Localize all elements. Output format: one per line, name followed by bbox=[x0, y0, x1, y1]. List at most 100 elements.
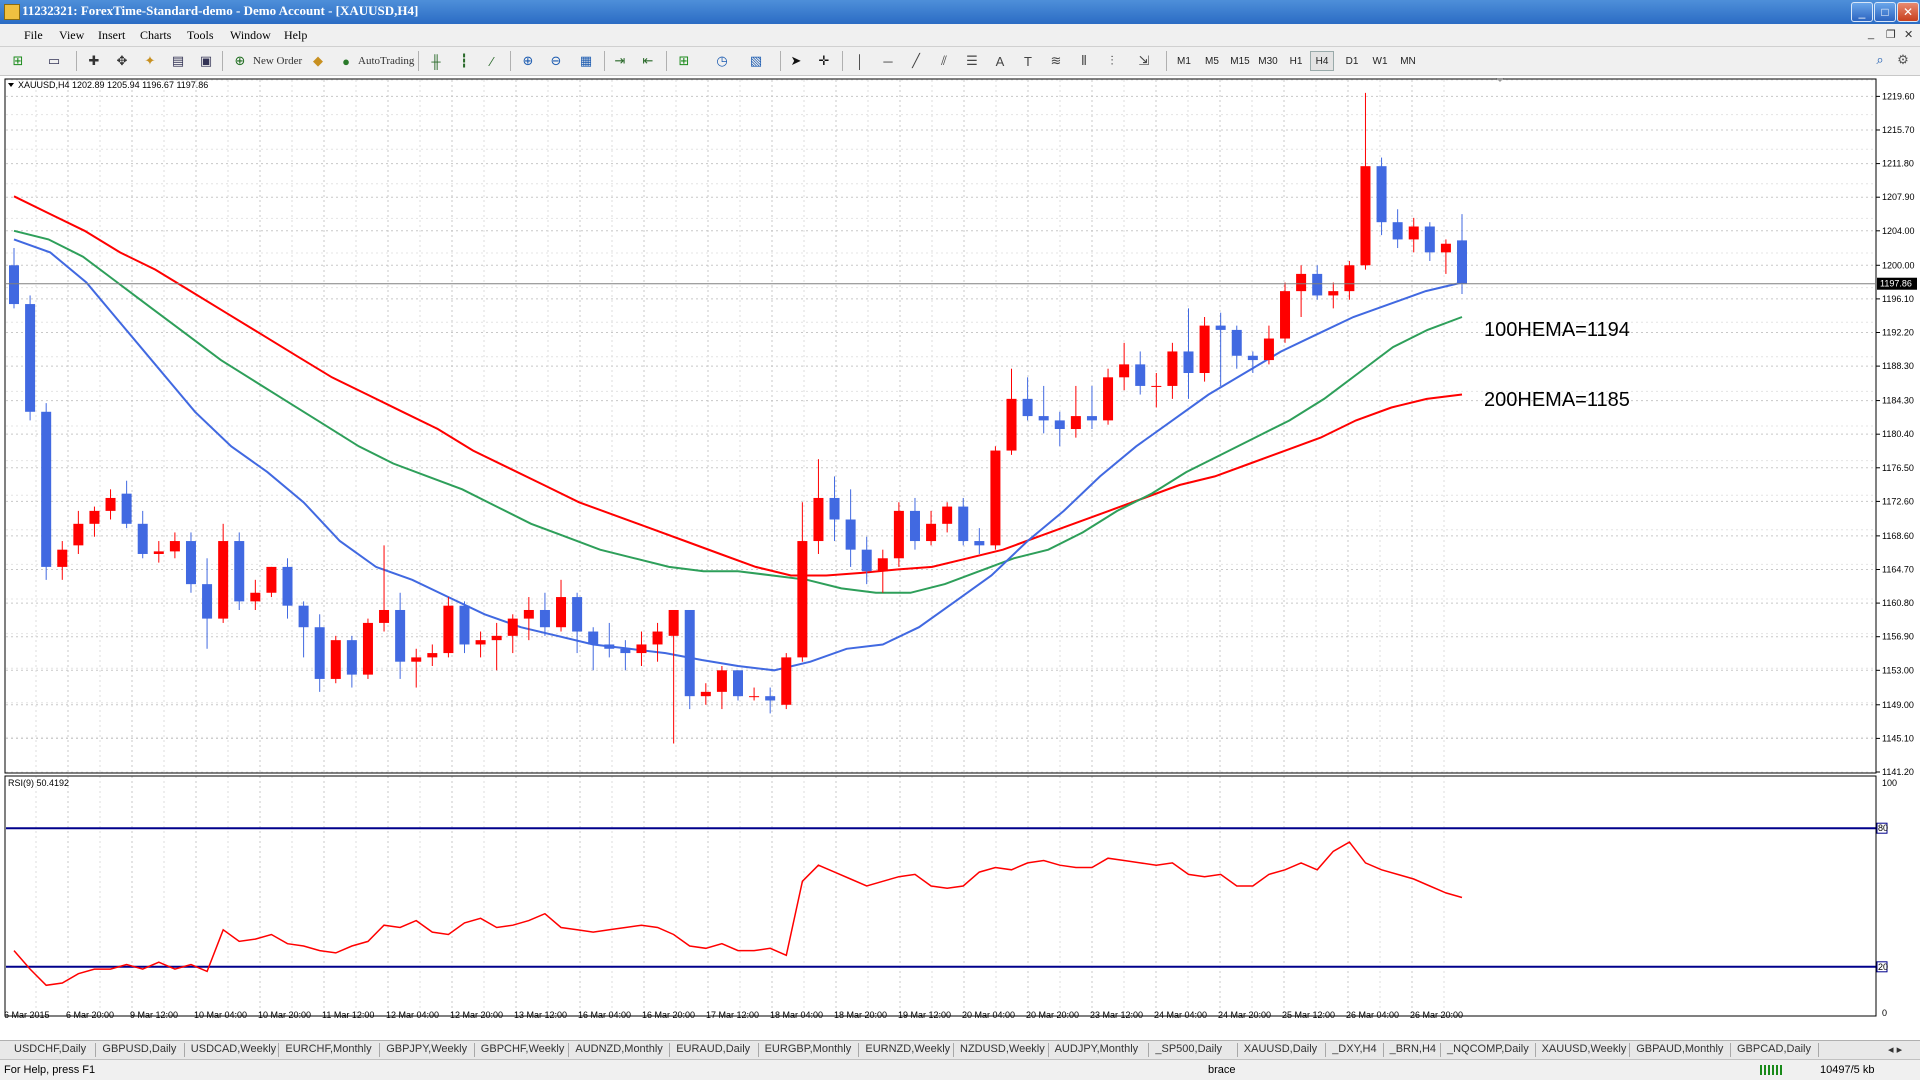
new-chart-icon[interactable]: ⊞ bbox=[12, 53, 24, 68]
chart-shift-icon[interactable]: ⇤ bbox=[642, 53, 654, 68]
tab-divider bbox=[95, 1043, 97, 1057]
new-order-button[interactable]: New Order bbox=[253, 55, 303, 67]
tile-windows-icon[interactable]: ▦ bbox=[579, 53, 593, 68]
chart-tab[interactable]: GBPUSD,Daily bbox=[102, 1043, 177, 1055]
menu-help[interactable]: Help bbox=[284, 28, 308, 42]
profiles-icon[interactable]: ▭ bbox=[47, 53, 61, 68]
cycle-lines-icon[interactable]: ⦀ bbox=[1081, 53, 1087, 68]
connection-icon bbox=[1760, 1065, 1784, 1075]
timeframe-m5[interactable]: M5 bbox=[1205, 55, 1219, 67]
gann-icon[interactable]: ≋ bbox=[1050, 53, 1062, 68]
maximize-button[interactable]: □ bbox=[1874, 2, 1896, 22]
chart-tab[interactable]: AUDNZD,Monthly bbox=[575, 1043, 663, 1055]
navigator-icon[interactable]: ✦ bbox=[144, 53, 156, 68]
chart-tab[interactable]: EURNZD,Weekly bbox=[865, 1043, 951, 1055]
chart-tab[interactable]: _DXY,H4 bbox=[1332, 1043, 1377, 1055]
market-watch-icon[interactable]: ✚ bbox=[88, 53, 100, 68]
zoom-in-icon[interactable]: ⊕ bbox=[522, 53, 534, 68]
chart-window[interactable]: 1219.60 1215.70 1211.80 1207.90 1204.00 1200.… bbox=[0, 76, 1920, 1020]
chart-tab[interactable]: GBPCHF,Weekly bbox=[480, 1043, 565, 1055]
timeframe-m15[interactable]: M15 bbox=[1230, 55, 1250, 67]
bar-chart-icon[interactable]: ╫ bbox=[431, 53, 441, 69]
chart-tab[interactable]: XAUUSD,Weekly bbox=[1541, 1043, 1627, 1055]
autoscroll-icon[interactable]: ⇥ bbox=[614, 53, 626, 68]
menu-window[interactable]: Window bbox=[230, 28, 271, 42]
period-separators-icon[interactable]: ⫶ bbox=[1110, 53, 1114, 68]
periods-icon[interactable]: ◷ bbox=[716, 53, 728, 68]
mdi-minimize-icon[interactable]: _ bbox=[1868, 28, 1875, 40]
price-axis-label: 1200.00 bbox=[1882, 260, 1915, 270]
candle-body bbox=[1119, 364, 1130, 378]
cursor-icon[interactable]: ➤ bbox=[790, 53, 802, 68]
text-icon[interactable]: A bbox=[995, 53, 1005, 69]
chart-tab[interactable]: _NQCOMP,Daily bbox=[1447, 1043, 1529, 1055]
chart-tab[interactable]: USDCAD,Weekly bbox=[190, 1043, 277, 1055]
chart-tab[interactable]: EURGBP,Monthly bbox=[764, 1043, 852, 1055]
menu-view[interactable]: View bbox=[59, 28, 85, 42]
trendline-icon[interactable]: ╱ bbox=[912, 53, 920, 68]
menu-charts[interactable]: Charts bbox=[140, 28, 172, 42]
crosshair-icon[interactable]: ✛ bbox=[818, 53, 830, 68]
chart-tab[interactable]: EURCHF,Monthly bbox=[285, 1043, 372, 1055]
menu-insert[interactable]: Insert bbox=[98, 28, 126, 42]
price-axis-label: 1149.00 bbox=[1882, 700, 1914, 710]
chart-info-label: XAUUSD,H4 1202.89 1205.94 1196.67 1197.8… bbox=[18, 80, 208, 90]
mdi-close-icon[interactable]: ✕ bbox=[1904, 29, 1914, 41]
candle-body bbox=[443, 605, 454, 654]
terminal-icon[interactable]: ▤ bbox=[171, 53, 185, 68]
chart-tab[interactable]: _SP500,Daily bbox=[1155, 1043, 1223, 1055]
chart-tab[interactable]: USDCHF,Daily bbox=[14, 1043, 87, 1055]
timeframe-d1[interactable]: D1 bbox=[1345, 55, 1359, 67]
timeframe-h4[interactable]: H4 bbox=[1310, 51, 1334, 71]
strategy-tester-icon[interactable]: ▣ bbox=[199, 53, 213, 68]
new-order-icon[interactable]: ⊕ bbox=[234, 53, 246, 68]
time-axis-label: 24 Mar 04:00 bbox=[1154, 1010, 1207, 1020]
candle-body bbox=[765, 696, 776, 701]
chart-tab[interactable]: GBPCAD,Daily bbox=[1737, 1043, 1811, 1055]
tab-scroll-icon[interactable]: ◂ ▸ bbox=[1888, 1044, 1903, 1056]
metaeditor-icon[interactable]: ◆ bbox=[313, 53, 323, 68]
indicators-icon[interactable]: ⊞ bbox=[678, 53, 690, 68]
timeframe-m30[interactable]: M30 bbox=[1258, 55, 1278, 67]
horizontal-line-icon[interactable]: ─ bbox=[883, 53, 893, 69]
menu-tools[interactable]: Tools bbox=[187, 28, 214, 42]
chart-tab[interactable]: GBPAUD,Monthly bbox=[1636, 1043, 1724, 1055]
settings-icon[interactable]: ⚙ bbox=[1897, 52, 1909, 67]
timeframe-mn[interactable]: MN bbox=[1400, 55, 1416, 67]
autotrading-icon[interactable]: ● bbox=[342, 53, 350, 69]
mdi-restore-icon[interactable]: ❐ bbox=[1886, 29, 1896, 41]
chart-shift-marker[interactable] bbox=[1496, 78, 1504, 82]
menu-file[interactable]: File bbox=[24, 28, 43, 42]
chart-tabs: USDCHF,Daily GBPUSD,Daily USDCAD,Weekly EUR… bbox=[0, 1040, 1920, 1059]
data-window-icon[interactable]: ✥ bbox=[116, 53, 128, 68]
symbol-dropdown-icon[interactable] bbox=[8, 83, 14, 87]
chart-tab[interactable]: GBPJPY,Weekly bbox=[386, 1043, 468, 1055]
chart-tab[interactable]: XAUUSD,Daily bbox=[1243, 1043, 1318, 1055]
time-axis-label: 23 Mar 12:00 bbox=[1090, 1010, 1143, 1020]
vertical-line-icon[interactable]: │ bbox=[855, 53, 865, 69]
autotrading-button[interactable]: AutoTrading bbox=[358, 55, 415, 67]
chart-tab[interactable]: AUDJPY,Monthly bbox=[1054, 1043, 1139, 1055]
candlestick-chart-icon[interactable]: ┇ bbox=[460, 53, 468, 68]
timeframe-h1[interactable]: H1 bbox=[1289, 55, 1303, 67]
chart-tab[interactable]: _BRN,H4 bbox=[1389, 1043, 1437, 1055]
arrows-icon[interactable]: ⇲ bbox=[1138, 53, 1150, 68]
close-button[interactable]: ✕ bbox=[1897, 2, 1919, 22]
candle-body bbox=[250, 592, 261, 602]
chart-tab[interactable]: NZDUSD,Weekly bbox=[960, 1043, 1045, 1055]
equidistant-channel-icon[interactable]: ⫽ bbox=[941, 53, 947, 68]
fibonacci-icon[interactable]: ☰ bbox=[966, 53, 978, 68]
text-label-icon[interactable]: T bbox=[1024, 53, 1032, 69]
zoom-out-icon[interactable]: ⊖ bbox=[550, 53, 562, 68]
line-chart-icon[interactable]: ∕ bbox=[490, 53, 494, 69]
search-icon[interactable]: ⌕ bbox=[1876, 52, 1884, 67]
candle-body bbox=[1022, 398, 1033, 417]
chart-tab[interactable]: EURAUD,Daily bbox=[676, 1043, 751, 1055]
time-axis-label: 19 Mar 12:00 bbox=[898, 1010, 951, 1020]
chart-canvas[interactable]: 1219.60 1215.70 1211.80 1207.90 1204.00 1200.… bbox=[0, 76, 1920, 1020]
timeframe-m1[interactable]: M1 bbox=[1177, 55, 1191, 67]
templates-icon[interactable]: ▧ bbox=[749, 53, 763, 68]
minimize-button[interactable]: _ bbox=[1851, 2, 1873, 22]
timeframe-w1[interactable]: W1 bbox=[1372, 55, 1388, 67]
time-axis-label: 6 Mar 20:00 bbox=[66, 1010, 114, 1020]
